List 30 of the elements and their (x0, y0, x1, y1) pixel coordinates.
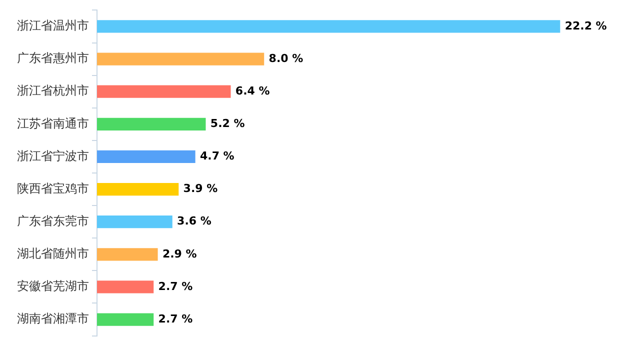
y-tick-label: 浙江省杭州市 (17, 84, 89, 98)
bar (97, 313, 154, 326)
y-tick-label: 湖北省随州市 (17, 246, 89, 261)
y-tick-label: 广东省东莞市 (17, 214, 89, 228)
bar (97, 280, 154, 294)
y-tick-label: 浙江省温州市 (17, 18, 89, 33)
y-tick-label: 安徽省芜湖市 (17, 279, 89, 294)
bar (97, 52, 264, 66)
data-label: 8.0 % (268, 52, 304, 65)
bar (97, 20, 560, 33)
data-label: 2.7 % (158, 280, 193, 293)
bar (97, 216, 172, 228)
bar (97, 182, 179, 196)
bar (97, 248, 158, 261)
bar (97, 150, 196, 164)
data-label: 5.2 % (210, 117, 245, 130)
y-tick-label: 广东省惠州市 (17, 51, 89, 66)
data-label: 22.2 % (564, 19, 607, 32)
bar (97, 85, 231, 98)
data-label: 3.6 % (177, 214, 212, 228)
data-label: 2.9 % (162, 247, 197, 260)
data-label: 4.7 % (200, 150, 234, 163)
y-tick-label: 湖南省湘潭市 (17, 312, 89, 326)
y-tick-label: 陕西省宝鸡市 (17, 181, 89, 196)
data-label: 6.4 % (235, 84, 270, 98)
y-tick-label: 浙江省宁波市 (17, 148, 89, 163)
data-label: 2.7 % (158, 312, 193, 326)
y-tick-label: 江苏省南通市 (17, 116, 89, 130)
bar (97, 118, 206, 130)
data-label: 3.9 % (183, 182, 218, 196)
